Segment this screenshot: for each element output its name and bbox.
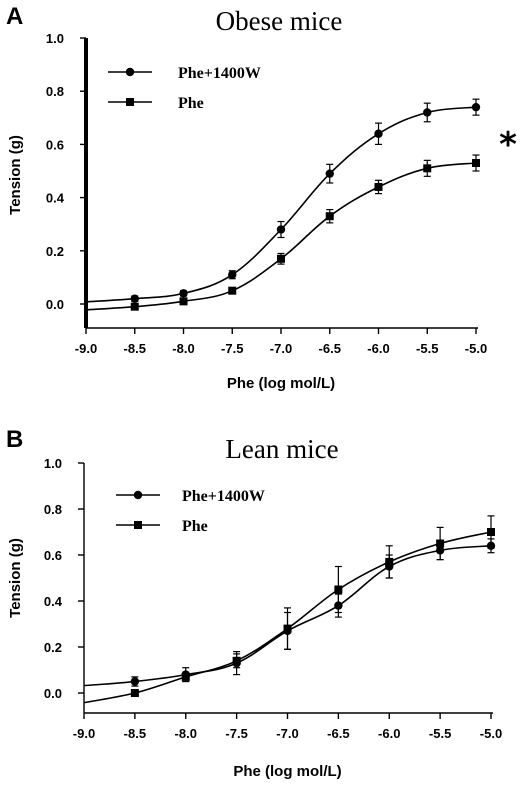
series-square (83, 515, 495, 704)
x-tick-label: -5.0 (465, 341, 487, 356)
legend-marker (126, 98, 134, 106)
chart-title: Obese mice (216, 6, 343, 36)
x-tick-label: -5.0 (480, 726, 502, 741)
data-point (130, 677, 140, 686)
data-point (283, 624, 292, 633)
x-tick-label: -6.0 (367, 341, 389, 356)
data-point (232, 656, 241, 665)
series-circle (85, 98, 481, 303)
y-tick-label: 1.0 (46, 31, 64, 46)
data-point (436, 539, 445, 548)
x-tick-label: -6.5 (327, 726, 349, 741)
y-axis-label: Tension (g) (7, 538, 24, 618)
legend-label: Phe (178, 95, 204, 112)
data-point (228, 270, 237, 279)
data-point (181, 672, 190, 681)
data-point (423, 164, 432, 173)
x-tick-label: -8.5 (124, 341, 146, 356)
chart-panel-b: B Lean mice 1.0 0.8 0.6 0.4 0.2 0.0 -9.0 -8.5 -8.0… (6, 426, 502, 780)
x-axis-label: Phe (log mol/L) (233, 763, 341, 780)
x-tick-label: -8.0 (172, 341, 194, 356)
series-circle (83, 538, 496, 687)
x-axis-label: Phe (log mol/L) (227, 375, 335, 392)
data-point (423, 108, 432, 117)
legend-label: Phe+1400W (178, 65, 261, 82)
legend-marker (134, 521, 142, 529)
y-tick-label: 0.8 (44, 502, 62, 517)
data-point (276, 225, 286, 234)
chart-title: Lean mice (225, 434, 338, 464)
x-tick-label: -7.0 (270, 341, 292, 356)
legend-label: Phe (182, 518, 208, 535)
data-point (374, 129, 383, 138)
y-tick-label: 0.4 (44, 594, 63, 609)
x-tick-label: -7.0 (276, 726, 298, 741)
x-tick-label: -6.0 (378, 726, 400, 741)
panel-label: B (6, 426, 23, 453)
y-tick-label: 0.0 (46, 297, 64, 312)
y-tick-label: 0.6 (46, 137, 64, 152)
y-tick-label: 0.2 (46, 244, 64, 259)
y-tick-label: 1.0 (44, 456, 62, 471)
series-line (85, 106, 477, 303)
x-tick-label: -9.0 (73, 726, 95, 741)
data-point (130, 689, 139, 697)
data-point (325, 212, 334, 221)
data-point (179, 297, 188, 306)
x-tick-label: -8.0 (175, 726, 197, 741)
legend-marker (133, 490, 143, 500)
data-point (179, 289, 188, 298)
data-point (374, 182, 383, 191)
x-tick-label: -7.5 (225, 726, 247, 741)
y-tick-label: 0.2 (44, 640, 62, 655)
significance-annotation: * (499, 125, 517, 165)
x-tick-label: -6.5 (319, 341, 341, 356)
legend-label: Phe+1400W (182, 488, 265, 505)
legend-marker (125, 67, 135, 77)
y-tick-label: 0.4 (46, 191, 65, 206)
panel-label: A (6, 3, 23, 30)
data-point (385, 557, 394, 566)
data-point (228, 286, 237, 295)
x-tick-label: -9.0 (75, 341, 97, 356)
y-axis-label: Tension (g) (7, 135, 24, 215)
data-point (471, 102, 481, 112)
data-point (325, 169, 334, 178)
data-point (277, 254, 285, 263)
x-tick-label: -8.5 (124, 726, 146, 741)
data-point (472, 159, 480, 168)
x-tick-label: -5.5 (416, 341, 438, 356)
x-tick-label: -7.5 (221, 341, 243, 356)
chart-panel-a: A Obese mice 1.0 0.8 0.6 0.4 0.2 0.0 -9.0 -8.5 -8.… (6, 3, 517, 392)
data-point (130, 302, 139, 311)
x-tick-label: -5.5 (429, 726, 451, 741)
data-point (487, 528, 495, 536)
y-tick-label: 0.8 (46, 84, 64, 99)
data-point (334, 585, 343, 594)
data-point (130, 294, 139, 303)
series-square (85, 154, 480, 311)
y-tick-label: 0.0 (44, 686, 62, 701)
y-tick-label: 0.6 (44, 548, 62, 563)
